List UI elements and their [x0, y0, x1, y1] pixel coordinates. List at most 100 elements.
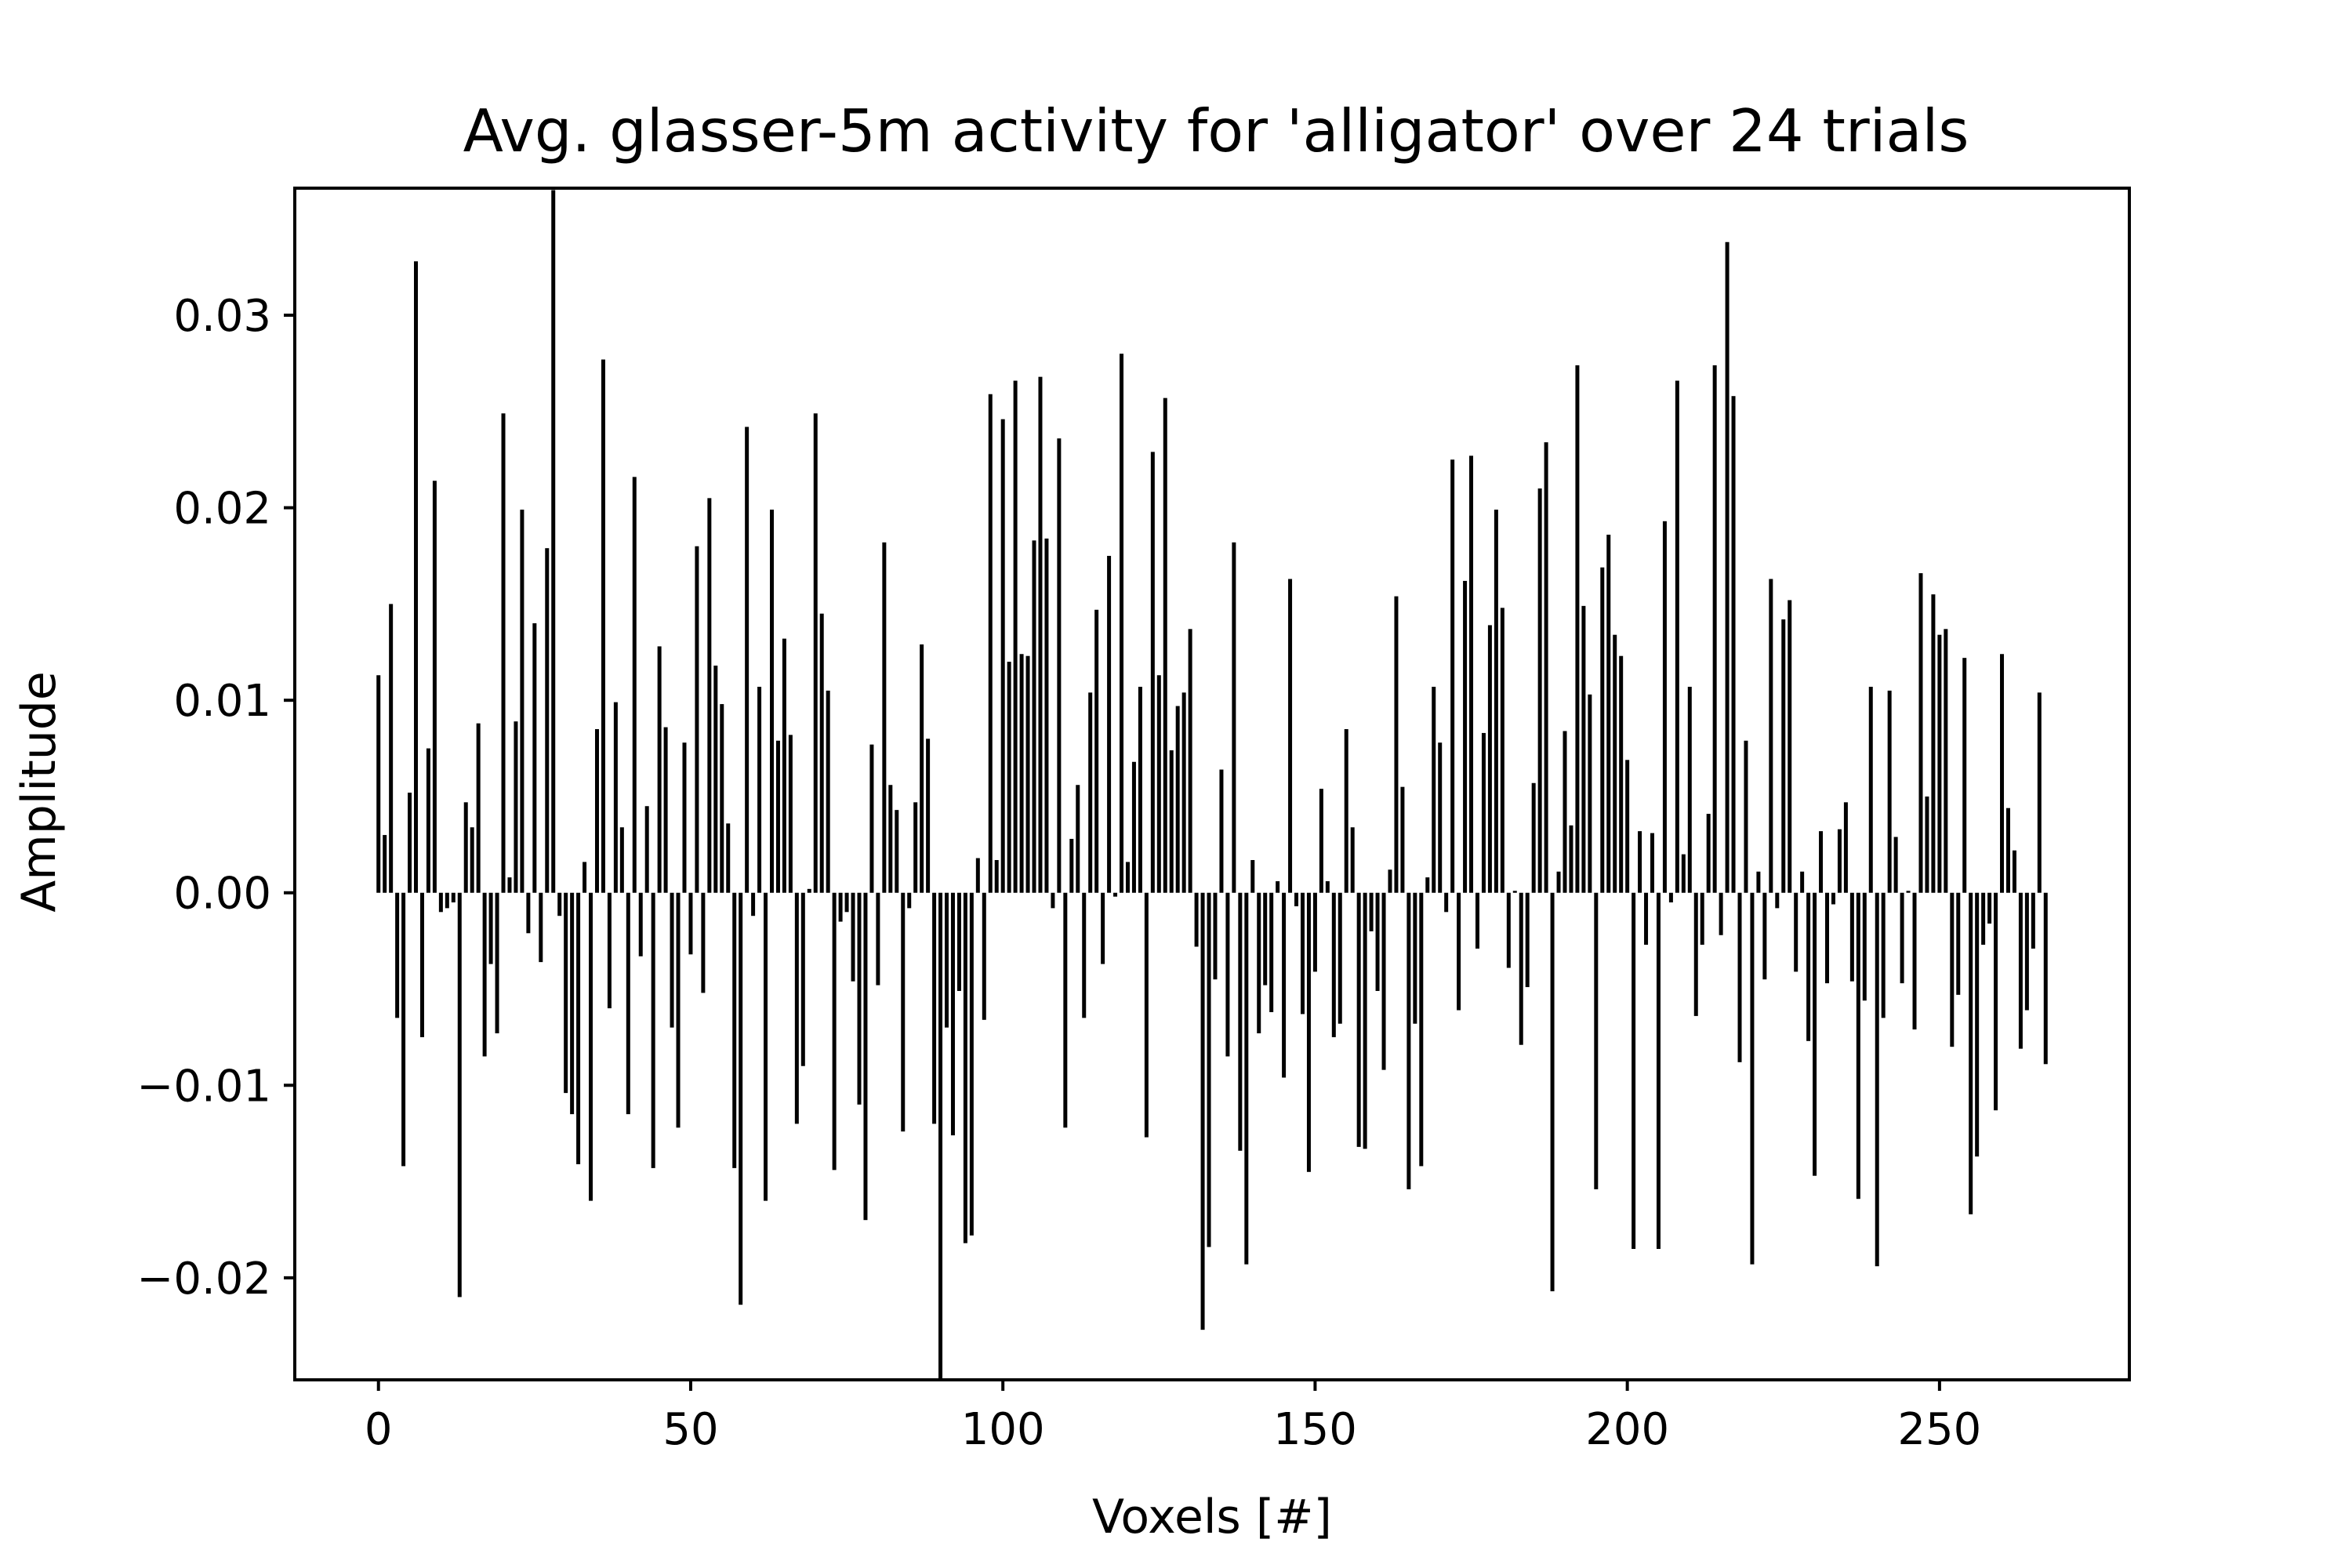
- bar-244: [1900, 892, 1904, 984]
- bar-202: [1638, 831, 1642, 893]
- bar-67: [794, 892, 799, 1124]
- bar-91: [945, 892, 949, 1028]
- y-tick-label-2: 0.00: [173, 869, 271, 920]
- bar-201: [1632, 892, 1636, 1250]
- y-tick-label-3: 0.01: [173, 676, 271, 727]
- bar-231: [1819, 831, 1824, 893]
- bar-178: [1487, 625, 1492, 893]
- bar-123: [1144, 892, 1149, 1138]
- bar-34: [589, 892, 593, 1201]
- bar-92: [950, 892, 955, 1136]
- y-tick-label-4: 0.02: [173, 484, 271, 535]
- bar-142: [1263, 892, 1268, 985]
- bar-129: [1181, 692, 1186, 893]
- bar-249: [1931, 594, 1936, 893]
- bar-219: [1744, 740, 1748, 893]
- bar-82: [888, 785, 893, 893]
- x-axis: 0 50 100 150 200 250: [365, 1380, 1981, 1455]
- bar-195: [1594, 892, 1599, 1189]
- bar-102: [1013, 380, 1018, 893]
- bar-262: [2012, 850, 2016, 893]
- bar-6: [414, 261, 419, 893]
- x-tick-label-0: 0: [365, 1404, 393, 1455]
- bar-186: [1537, 488, 1542, 893]
- bar-88: [926, 739, 931, 893]
- bar-250: [1937, 634, 1942, 893]
- bar-162: [1388, 869, 1392, 893]
- bar-238: [1862, 892, 1867, 1001]
- bar-74: [838, 892, 843, 922]
- bar-78: [863, 892, 868, 1221]
- bar-230: [1813, 892, 1817, 1176]
- bar-13: [457, 892, 462, 1298]
- bar-95: [969, 892, 974, 1236]
- bar-156: [1350, 827, 1355, 893]
- bar-149: [1306, 892, 1311, 1172]
- bar-137: [1232, 542, 1236, 893]
- bar-152: [1325, 881, 1330, 893]
- bar-122: [1138, 686, 1142, 893]
- bar-30: [564, 892, 568, 1094]
- bar-43: [644, 806, 649, 893]
- bar-131: [1194, 892, 1199, 947]
- bar-177: [1481, 732, 1486, 893]
- bar-28: [551, 190, 556, 893]
- bar-63: [770, 510, 774, 893]
- bar-255: [1969, 892, 1973, 1214]
- bar-33: [583, 862, 587, 893]
- bar-21: [507, 877, 512, 893]
- bar-80: [876, 892, 880, 985]
- bar-14: [463, 802, 468, 893]
- bar-136: [1225, 892, 1230, 1057]
- bar-222: [1762, 892, 1767, 980]
- bar-237: [1856, 892, 1860, 1200]
- bar-143: [1269, 892, 1274, 1012]
- bar-165: [1406, 892, 1411, 1189]
- bar-89: [932, 892, 937, 1124]
- bar-251: [1944, 629, 1948, 893]
- bar-261: [2005, 808, 2010, 893]
- bar-20: [501, 413, 506, 893]
- bar-153: [1331, 892, 1336, 1037]
- bar-228: [1800, 871, 1805, 893]
- bar-259: [1994, 892, 1998, 1111]
- bar-157: [1356, 892, 1361, 1147]
- bar-233: [1831, 892, 1835, 905]
- bar-210: [1687, 686, 1692, 893]
- bar-223: [1769, 579, 1773, 893]
- bar-109: [1057, 438, 1062, 893]
- bar-114: [1088, 692, 1093, 893]
- bar-209: [1681, 854, 1686, 893]
- bar-29: [557, 892, 562, 916]
- bar-243: [1893, 837, 1898, 893]
- bar-84: [901, 892, 906, 1132]
- bar-260: [2000, 654, 2005, 893]
- bar-103: [1019, 654, 1024, 893]
- bar-133: [1207, 892, 1211, 1247]
- bar-0: [376, 675, 381, 893]
- bar-108: [1051, 892, 1055, 909]
- bar-192: [1575, 365, 1580, 893]
- bar-66: [788, 735, 793, 893]
- bar-15: [470, 827, 474, 893]
- bar-8: [426, 748, 430, 893]
- bar-101: [1007, 662, 1011, 893]
- bar-234: [1837, 829, 1842, 893]
- bar-39: [619, 827, 624, 893]
- bar-167: [1419, 892, 1424, 1167]
- bar-173: [1457, 892, 1461, 1011]
- bar-107: [1044, 538, 1049, 893]
- bar-97: [982, 892, 986, 1020]
- bar-111: [1069, 838, 1074, 893]
- bar-5: [408, 793, 412, 893]
- bar-241: [1881, 892, 1886, 1018]
- bar-193: [1581, 605, 1586, 893]
- bar-120: [1125, 862, 1130, 893]
- bar-253: [1956, 892, 1961, 995]
- bar-197: [1606, 535, 1611, 893]
- bar-174: [1463, 580, 1468, 893]
- bar-236: [1849, 892, 1854, 982]
- bar-49: [682, 742, 687, 893]
- bar-46: [663, 727, 668, 893]
- bar-189: [1556, 871, 1561, 893]
